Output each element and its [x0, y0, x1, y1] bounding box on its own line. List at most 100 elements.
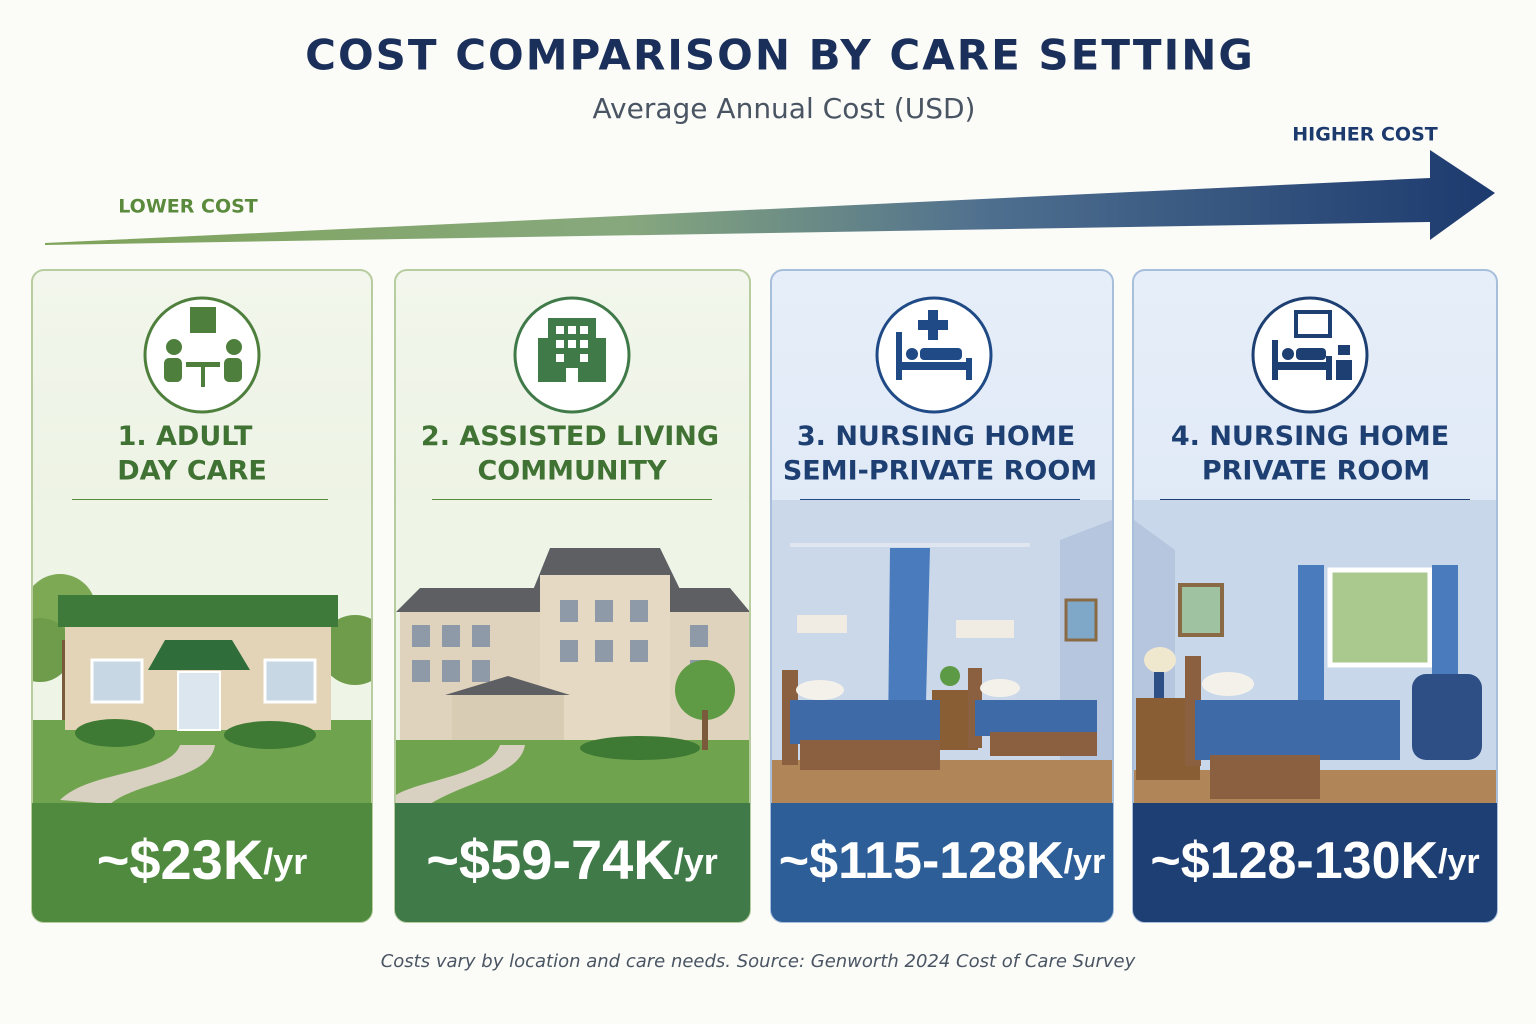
shape	[630, 600, 648, 622]
shape	[896, 362, 972, 370]
shape	[556, 326, 564, 334]
shape: 4. NURSING HOME	[1171, 421, 1449, 452]
shape	[940, 666, 960, 686]
shape	[630, 640, 648, 662]
shape	[918, 320, 948, 330]
shape: 1. ADULT	[118, 421, 253, 452]
shape	[980, 679, 1020, 697]
illustration	[896, 310, 972, 380]
shape	[556, 340, 564, 348]
card-title: PRIVATE ROOM	[1202, 456, 1430, 487]
shape	[452, 695, 564, 740]
illustration	[396, 500, 749, 804]
shape	[60, 745, 215, 804]
shape	[1336, 360, 1352, 380]
shape	[75, 719, 155, 747]
shape	[58, 595, 338, 627]
shape	[580, 326, 588, 334]
shape: ~$128-130K/yr	[1150, 832, 1479, 890]
shape	[224, 721, 316, 749]
shape	[1412, 674, 1482, 760]
illustration	[556, 326, 588, 382]
illustration	[1134, 500, 1496, 804]
shape	[702, 710, 708, 750]
shape	[956, 620, 1014, 638]
illustration	[772, 500, 1112, 804]
shape	[1294, 310, 1332, 338]
subtitle: Average Annual Cost (USD)	[593, 92, 976, 125]
shape	[263, 658, 317, 704]
shape	[186, 362, 220, 367]
shape	[1327, 567, 1433, 668]
shape	[896, 332, 902, 380]
card-number: 2.	[421, 421, 450, 452]
shape	[906, 348, 918, 360]
shape	[148, 640, 250, 670]
shape	[1282, 348, 1294, 360]
shape	[1144, 647, 1176, 673]
shape	[32, 803, 372, 922]
shape	[412, 660, 430, 682]
title: COST COMPARISON BY CARE SETTING	[305, 31, 1255, 80]
shape	[164, 358, 182, 382]
shape: ~$23K/yr	[97, 828, 308, 891]
card-title: DAY CARE	[117, 456, 267, 487]
cost-arrow	[45, 150, 1495, 245]
shape	[1210, 755, 1320, 799]
shape	[568, 326, 576, 334]
shape	[90, 658, 144, 704]
price: ~$115-128K	[779, 832, 1064, 890]
shape	[595, 600, 613, 622]
price-unit: /yr	[263, 841, 307, 882]
low-label: LOWER COST	[118, 196, 258, 218]
shape	[796, 680, 844, 700]
shape	[797, 615, 847, 633]
footnote: Costs vary by location and care needs. S…	[381, 951, 1136, 972]
shape	[580, 340, 588, 348]
shape	[920, 348, 962, 360]
shape	[1202, 672, 1254, 696]
card-number: 1.	[118, 421, 147, 452]
shape	[568, 340, 576, 348]
shape	[1195, 700, 1400, 760]
shape	[1272, 340, 1278, 380]
card: 4. NURSING HOME PRIVATE ROOM ~$128-130K/…	[1132, 269, 1498, 923]
shape	[190, 307, 216, 333]
shape	[772, 760, 1112, 804]
shape	[1338, 345, 1350, 355]
shape	[143, 296, 261, 414]
card-title: SEMI-PRIVATE ROOM	[783, 456, 1097, 487]
price: ~$128-130K	[1150, 832, 1438, 890]
card: 3. NURSING HOME SEMI-PRIVATE ROOM ~$115-…	[770, 269, 1114, 923]
shape	[412, 625, 430, 647]
shape	[560, 640, 578, 662]
shape	[201, 367, 205, 387]
shape	[771, 803, 1113, 922]
shape	[595, 640, 613, 662]
shape	[472, 625, 490, 647]
shape	[177, 671, 221, 731]
price-unit: /yr	[1064, 843, 1106, 881]
shape	[560, 600, 578, 622]
shape	[1154, 672, 1164, 698]
card: 1. ADULT DAY CARE ~$23K/yr	[31, 269, 373, 923]
shape	[472, 660, 490, 682]
shape	[596, 338, 606, 382]
illustration	[1272, 310, 1352, 380]
card-title: ADULT	[156, 421, 253, 452]
card-title: NURSING HOME	[835, 421, 1075, 452]
shape	[445, 676, 570, 695]
illustration	[164, 307, 242, 387]
high-label: HIGHER COST	[1292, 124, 1437, 146]
card-number: 3.	[797, 421, 826, 452]
illustration	[33, 500, 371, 804]
shape	[975, 700, 1097, 736]
shape: ~$115-128K/yr	[779, 832, 1105, 890]
shape	[1133, 803, 1497, 922]
card: 2. ASSISTED LIVING COMMUNITY ~$59-74K/yr	[394, 269, 751, 923]
shape	[442, 660, 460, 682]
price: ~$59-74K	[426, 828, 674, 891]
